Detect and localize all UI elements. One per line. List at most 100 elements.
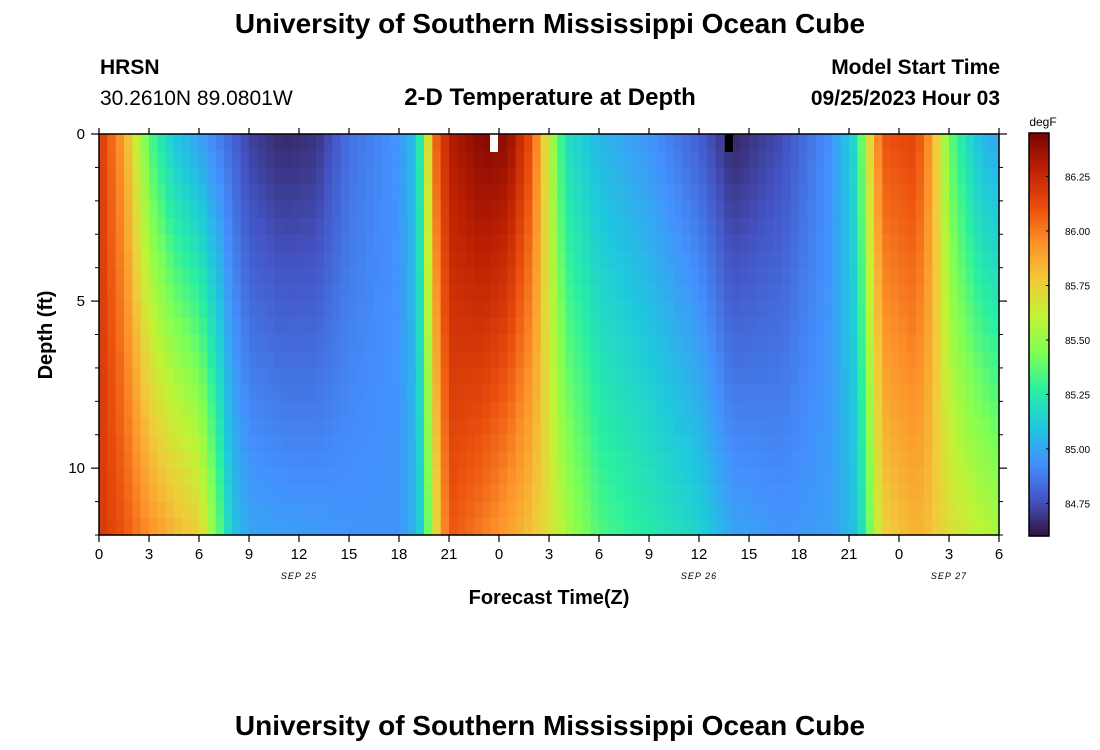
heatmap-cell: [840, 167, 850, 185]
heatmap-cell: [949, 434, 958, 453]
heatmap-cell: [615, 317, 625, 336]
heatmap-cell: [982, 284, 992, 302]
heatmap-cell: [865, 501, 875, 519]
heatmap-cell: [149, 234, 158, 252]
heatmap-cell: [449, 200, 458, 219]
heatmap-cell: [315, 434, 325, 453]
heatmap-cell: [182, 184, 192, 202]
heatmap-cell: [899, 468, 908, 486]
heatmap-cell: [374, 301, 383, 319]
heatmap-cell: [640, 284, 650, 302]
heatmap-cell: [357, 468, 367, 486]
heatmap-cell: [382, 501, 392, 519]
heatmap-cell: [449, 284, 458, 302]
heatmap-cell: [549, 501, 558, 519]
heatmap-cell: [957, 451, 967, 469]
heatmap-cell: [357, 167, 367, 185]
heatmap-cell: [274, 367, 283, 386]
heatmap-cell: [615, 334, 625, 352]
heatmap-cell: [690, 468, 700, 486]
heatmap-cell: [757, 334, 767, 352]
heatmap-cell: [849, 200, 858, 219]
colorbar-segment: [1029, 169, 1049, 174]
colorbar-tick-label: 85.25: [1065, 390, 1090, 401]
heatmap-cell: [657, 284, 667, 302]
heatmap-cell: [349, 501, 358, 519]
heatmap-cell: [349, 217, 358, 235]
heatmap-cell: [915, 250, 925, 269]
heatmap-cell: [332, 484, 342, 503]
heatmap-cell: [274, 418, 283, 436]
heatmap-cell: [607, 401, 617, 419]
heatmap-cell: [857, 217, 867, 235]
heatmap-cell: [149, 401, 158, 419]
heatmap-cell: [190, 451, 200, 469]
heatmap-cell: [549, 134, 558, 152]
heatmap-cell: [132, 384, 142, 402]
heatmap-cell: [340, 367, 350, 386]
colorbar-segment: [1029, 441, 1049, 446]
heatmap-cell: [499, 518, 508, 536]
heatmap-cell: [982, 301, 992, 319]
heatmap-cell: [132, 418, 142, 436]
heatmap-cell: [282, 184, 292, 202]
heatmap-cell: [382, 451, 392, 469]
heatmap-cell: [249, 334, 258, 352]
heatmap-cell: [457, 501, 467, 519]
heatmap-cell: [99, 501, 108, 519]
heatmap-cell: [782, 150, 792, 169]
heatmap-cell: [407, 301, 417, 319]
heatmap-cell: [924, 367, 933, 386]
heatmap-cell: [157, 301, 167, 319]
heatmap-cell: [915, 401, 925, 419]
heatmap-cell: [232, 484, 242, 503]
x-date-label: SEP 25: [281, 571, 317, 581]
heatmap-cell: [390, 501, 400, 519]
heatmap-cell: [449, 484, 458, 503]
heatmap-cell: [774, 284, 783, 302]
heatmap-cell: [224, 234, 233, 252]
heatmap-cell: [307, 134, 317, 152]
model-start-time: 09/25/2023 Hour 03: [810, 87, 1000, 110]
heatmap-cell: [107, 284, 117, 302]
heatmap-cell: [974, 367, 983, 386]
heatmap-cell: [224, 451, 233, 469]
heatmap-cell: [965, 501, 975, 519]
heatmap-cell: [249, 367, 258, 386]
colorbar-segment: [1029, 532, 1049, 537]
x-tick-label: 21: [841, 546, 858, 563]
heatmap-cell: [524, 451, 533, 469]
heatmap-cell: [124, 217, 133, 235]
heatmap-cell: [499, 484, 508, 503]
heatmap-cell: [965, 418, 975, 436]
heatmap-cell: [415, 250, 425, 269]
heatmap-cell: [590, 301, 600, 319]
heatmap-cell: [407, 200, 417, 219]
heatmap-cell: [849, 518, 858, 536]
heatmap-cell: [807, 301, 817, 319]
heatmap-cell: [549, 317, 558, 336]
heatmap-cell: [474, 334, 483, 352]
heatmap-cell: [740, 484, 750, 503]
heatmap-cell: [665, 150, 675, 169]
heatmap-cell: [815, 401, 825, 419]
heatmap-cell: [390, 518, 400, 536]
heatmap-cell: [624, 334, 633, 352]
heatmap-cell: [182, 418, 192, 436]
heatmap-cell: [857, 334, 867, 352]
heatmap-cell: [257, 451, 267, 469]
heatmap-cell: [607, 134, 617, 152]
heatmap-cell: [882, 250, 892, 269]
heatmap-cell: [907, 267, 917, 285]
heatmap-cell: [240, 267, 250, 285]
heatmap-cell: [482, 284, 492, 302]
heatmap-cell: [365, 284, 375, 302]
heatmap-cell: [424, 451, 433, 469]
heatmap-cell: [465, 167, 475, 185]
heatmap-cell: [565, 134, 575, 152]
heatmap-cell: [907, 250, 917, 269]
heatmap-cell: [415, 317, 425, 336]
heatmap-cell: [415, 384, 425, 402]
heatmap-cell: [507, 200, 517, 219]
heatmap-cell: [840, 301, 850, 319]
